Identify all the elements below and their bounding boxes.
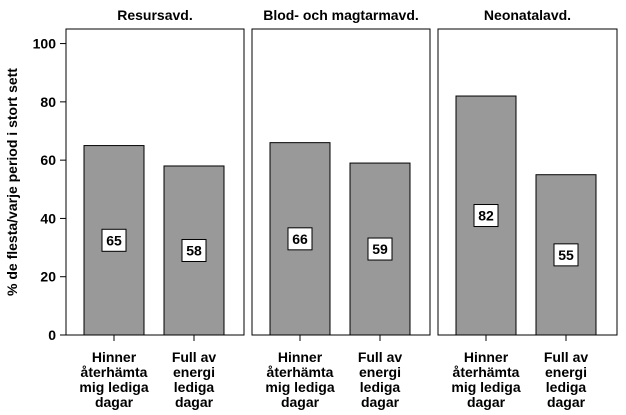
data-label-box [553, 243, 579, 267]
category-label-line: energi [359, 364, 401, 380]
y-tick-label: 40 [40, 210, 56, 226]
category-label-line: mig lediga [79, 379, 148, 395]
category-label-line: dagar [467, 394, 506, 410]
panel-title: Neonatalavd. [484, 7, 571, 23]
category-label-line: mig lediga [451, 379, 520, 395]
category-label-line: dagar [281, 394, 320, 410]
panel-frame [65, 28, 245, 336]
y-tick-label: 80 [40, 94, 56, 110]
category-label-line: dagar [361, 394, 400, 410]
category-label-line: dagar [547, 394, 586, 410]
category-label-line: lediga [546, 379, 587, 395]
category-label-line: Hinner [278, 349, 323, 365]
category-label-line: återhämta [81, 364, 148, 380]
category-label-line: dagar [175, 394, 214, 410]
y-tick-label: 60 [40, 152, 56, 168]
y-tick-label: 0 [48, 327, 56, 343]
category-label: Hinner återhämta mig lediga dagar [79, 349, 148, 410]
category-label-line: lediga [174, 379, 215, 395]
data-label-box [181, 238, 207, 262]
category-label-line: återhämta [267, 364, 334, 380]
category-label: Full av energi lediga dagar [172, 349, 217, 410]
category-label: Full av energi lediga dagar [358, 349, 403, 410]
data-label: 55 [558, 247, 574, 263]
data-label: 58 [186, 242, 202, 258]
panel: Blod- och magtarmavd. 66 Hinner återhämta mi… [251, 7, 431, 410]
category-label-line: Full av [544, 349, 589, 365]
data-label-box [367, 237, 393, 261]
data-label-box [473, 204, 499, 228]
category-label: Hinner återhämta mig lediga dagar [451, 349, 520, 410]
data-label-box [287, 227, 313, 251]
data-label: 82 [478, 208, 494, 224]
y-tick-label: 20 [40, 269, 56, 285]
category-label-line: mig lediga [265, 379, 334, 395]
panel-title: Resursavd. [117, 7, 192, 23]
category-label-line: energi [173, 364, 215, 380]
category-label-line: energi [545, 364, 587, 380]
category-label: Full av energi lediga dagar [544, 349, 589, 410]
y-tick-label: 100 [33, 36, 57, 52]
category-label-line: dagar [95, 394, 134, 410]
panel-frame [251, 28, 431, 336]
data-label-box [101, 228, 127, 252]
data-label: 59 [372, 241, 388, 257]
y-axis-label: % de flesta/varje period i stort sett [4, 68, 20, 296]
y-axis: 0 20 40 60 80 100 % de flesta/varje period i s… [4, 29, 67, 343]
category-label-line: Hinner [92, 349, 137, 365]
data-label: 65 [106, 232, 122, 248]
category-label-line: återhämta [453, 364, 520, 380]
category-label-line: lediga [360, 379, 401, 395]
panel-frame [437, 28, 618, 336]
category-label-line: Hinner [464, 349, 509, 365]
category-label: Hinner återhämta mig lediga dagar [265, 349, 334, 410]
category-label-line: Full av [358, 349, 403, 365]
category-label-line: Full av [172, 349, 217, 365]
data-label: 66 [292, 231, 308, 247]
panel-title: Blod- och magtarmavd. [263, 7, 419, 23]
